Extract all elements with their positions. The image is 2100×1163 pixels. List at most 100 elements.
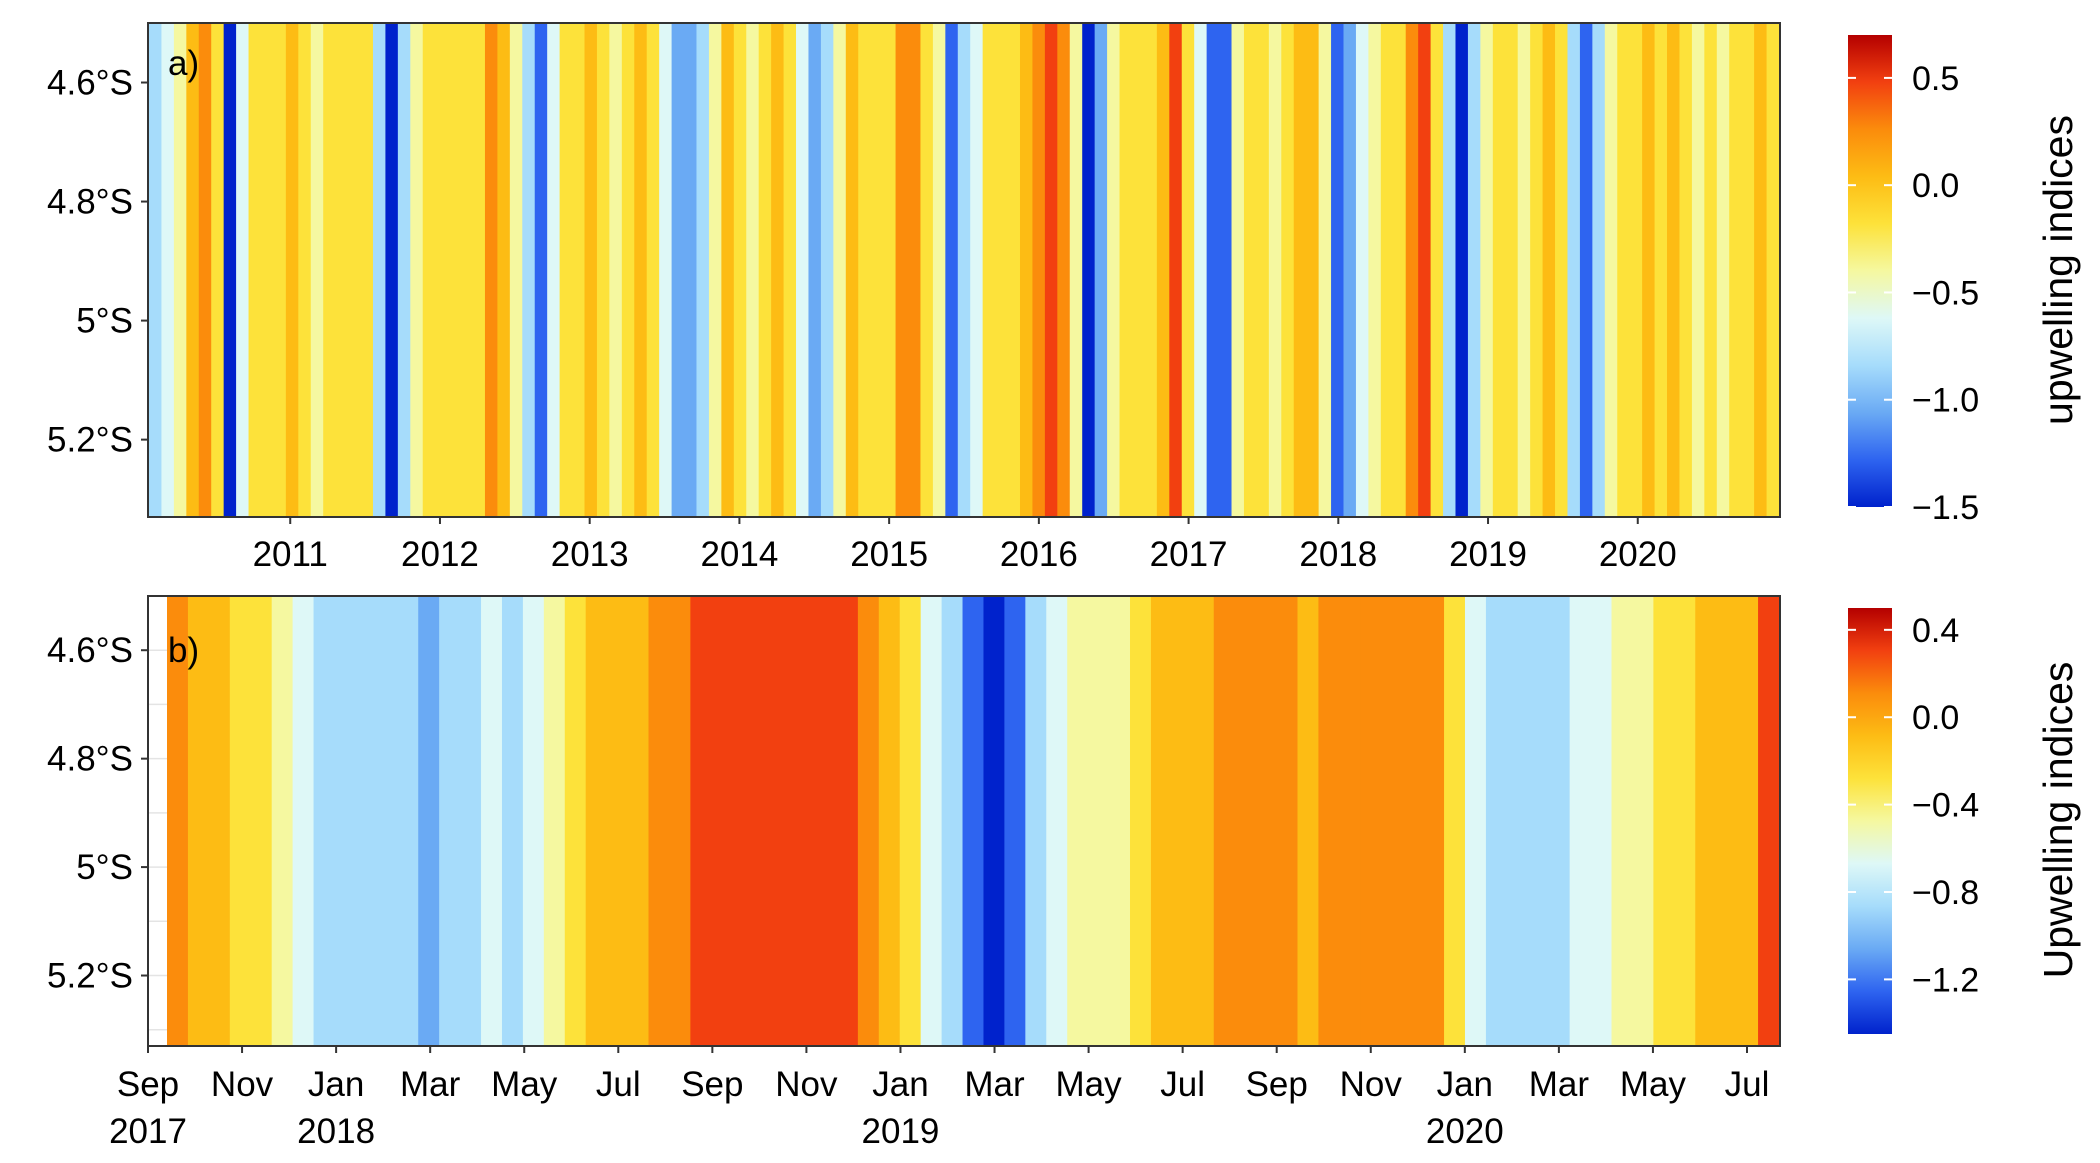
panel-a-x-tick-label: 2013 [551,535,629,574]
panel-a-band [1194,24,1208,516]
panel-a-band [248,24,262,516]
panel-b-band [711,597,734,1045]
panel-b-band [460,597,482,1045]
panel-a-band [833,24,847,516]
panel-a-band [410,24,424,516]
panel-a-band [1430,24,1444,516]
panel-a-band [1044,24,1059,516]
panel-b-band [187,597,210,1045]
panel-a-band [285,24,300,516]
panel-a-x-tick-label: 2018 [1299,535,1377,574]
panel-b-x-tick-label: Sep [1246,1065,1308,1104]
panel-b-x-tick-label: Sep [117,1065,179,1104]
panel-b-band [585,597,608,1045]
panel-b-x-tick-label: Nov [211,1065,274,1104]
panel-b-x-tick-label: Mar [400,1065,461,1104]
panel-a-band [1293,24,1307,516]
panel-a-band [957,24,972,516]
panel-a-band [820,24,835,516]
panel-a-band [920,24,934,516]
panel-b-band [1297,597,1320,1045]
panel-a-band [609,24,623,516]
panel-a-band [1443,24,1457,516]
panel-b-band [815,597,838,1045]
panel-a-band [447,24,461,516]
panel-a-band [1405,24,1419,516]
colorbar-b-label: Upwelling indices [2035,662,2081,979]
panel-a-band [1592,24,1606,516]
panel-a-band [186,24,200,516]
panel-b-band [1758,597,1780,1045]
panel-a-band [198,24,213,516]
panel-b-x-tick-label: Jan [1437,1065,1493,1104]
panel-a-band [149,24,163,516]
panel-a-band [372,24,387,516]
panel-a-band [1355,24,1370,516]
panel-b-band [1276,597,1299,1045]
panel-b-band [690,597,713,1045]
panel-b-band [1004,597,1027,1045]
panel-a-x-axis: 2011 2012 2013 2014 2015 2016 2017 2018 2019 2020 [253,517,1677,574]
panel-a-y-tick-label: 5°S [76,302,133,341]
panel-b-band [1423,597,1445,1045]
panel-a-band [1231,24,1245,516]
panel-b-band [1318,597,1341,1045]
panel-a-band [1530,24,1544,516]
panel-a-band [484,24,499,516]
panel-b-band [543,597,566,1045]
colorbar-a-label: upwelling indices [2035,115,2081,425]
panel-b-band [1444,597,1466,1045]
panel-a-band [1542,24,1556,516]
colorbar-a: 0.5 0.0 −0.5 −1.0 −1.5 upwelling indices [1848,35,2081,527]
panel-b-x-tick-label: Jan [872,1065,928,1104]
panel-b-x-year-label: 2017 [109,1112,187,1151]
panel-a-band [559,24,573,516]
panel-a-band [460,24,474,516]
panel-b-band [376,597,399,1045]
panel-a-band [1555,24,1569,516]
panel-a-band [1617,24,1631,516]
panel-b-band [1109,597,1131,1045]
panel-a-band [1480,24,1494,516]
panel-a-band [1654,24,1668,516]
panel-b-band [1569,597,1592,1045]
panel-b-band [1548,597,1571,1045]
panel-a-band [273,24,287,516]
panel-a-band [385,24,399,516]
panel-a-heatmap [149,24,1780,516]
panel-a-band [721,24,735,516]
panel-b-band [271,597,294,1045]
panel-b-band [418,597,440,1045]
panel-b: b) Sep 2017 Nov Jan 2018 Mar May Jul Sep Nov Jan 20… [47,595,1781,1151]
panel-a-x-tick-label: 2019 [1449,535,1527,574]
panel-b-band [732,597,754,1045]
panel-a-x-tick-label: 2014 [700,535,778,574]
panel-a-band [223,24,237,516]
panel-b-band [1737,597,1759,1045]
panel-a-band [298,24,312,516]
panel-b-band [334,597,357,1045]
panel-b-x-axis: Sep 2017 Nov Jan 2018 Mar May Jul Sep Nov Jan 2019 M… [109,1046,1769,1151]
panel-a-band [908,24,922,516]
colorbar-a-gradient [1848,35,1892,507]
panel-b-band [439,597,461,1045]
panel-a-band [348,24,362,516]
panel-b-band [1339,597,1362,1045]
panel-a-band [1268,24,1283,516]
panel-b-band [1464,597,1487,1045]
panel-a-band [858,24,872,516]
panel-b-band [1381,597,1403,1045]
panel-b-y-tick-label: 5°S [76,848,133,887]
panel-b-band [501,597,524,1045]
panel-a-band [1754,24,1768,516]
panel-a-frame [147,22,1781,518]
panel-a-band [621,24,636,516]
panel-b-band [1067,597,1089,1045]
panel-a-band [982,24,996,516]
panel-a-band [1206,24,1220,516]
panel-b-band [1506,597,1529,1045]
panel-b-band [878,597,901,1045]
panel-b-band [1590,597,1613,1045]
panel-b-band [1632,597,1655,1045]
colorbar-a-tick-label: −1.0 [1912,382,1979,420]
